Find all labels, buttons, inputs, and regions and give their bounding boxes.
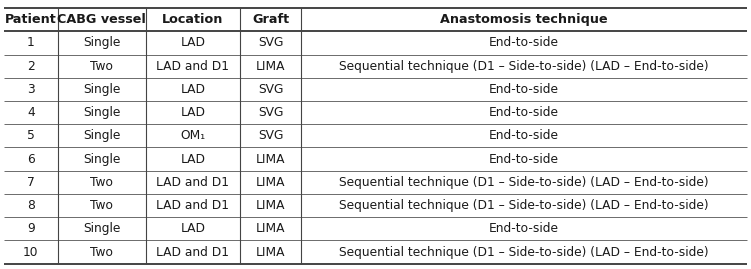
Text: LAD and D1: LAD and D1 — [156, 246, 230, 259]
Text: LIMA: LIMA — [256, 222, 285, 235]
Text: End-to-side: End-to-side — [489, 106, 559, 119]
Text: LAD and D1: LAD and D1 — [156, 176, 230, 189]
Text: LAD: LAD — [180, 106, 206, 119]
Text: Single: Single — [83, 129, 121, 142]
Text: Single: Single — [83, 36, 121, 49]
Text: CABG vessel: CABG vessel — [58, 13, 146, 26]
Text: SVG: SVG — [258, 36, 283, 49]
Text: LAD and D1: LAD and D1 — [156, 199, 230, 212]
Text: Single: Single — [83, 153, 121, 166]
Text: Two: Two — [90, 199, 113, 212]
Text: LAD: LAD — [180, 153, 206, 166]
Text: Sequential technique (D1 – Side-to-side) (LAD – End-to-side): Sequential technique (D1 – Side-to-side)… — [339, 199, 709, 212]
Text: 9: 9 — [27, 222, 35, 235]
Text: Graft: Graft — [252, 13, 289, 26]
Text: LIMA: LIMA — [256, 153, 285, 166]
Text: 1: 1 — [27, 36, 35, 49]
Text: LAD and D1: LAD and D1 — [156, 60, 230, 73]
Text: Single: Single — [83, 222, 121, 235]
Text: OM₁: OM₁ — [180, 129, 206, 142]
Text: End-to-side: End-to-side — [489, 222, 559, 235]
Text: 3: 3 — [27, 83, 35, 96]
Text: LAD: LAD — [180, 222, 206, 235]
Text: LIMA: LIMA — [256, 199, 285, 212]
Text: LAD: LAD — [180, 83, 206, 96]
Text: 2: 2 — [27, 60, 35, 73]
Text: Single: Single — [83, 83, 121, 96]
Text: Anastomosis technique: Anastomosis technique — [440, 13, 608, 26]
Text: 10: 10 — [23, 246, 38, 259]
Text: SVG: SVG — [258, 106, 283, 119]
Text: Patient: Patient — [5, 13, 57, 26]
Text: Single: Single — [83, 106, 121, 119]
Text: End-to-side: End-to-side — [489, 36, 559, 49]
Text: 6: 6 — [27, 153, 35, 166]
Text: Sequential technique (D1 – Side-to-side) (LAD – End-to-side): Sequential technique (D1 – Side-to-side)… — [339, 60, 709, 73]
Text: LIMA: LIMA — [256, 60, 285, 73]
Text: LAD: LAD — [180, 36, 206, 49]
Text: Sequential technique (D1 – Side-to-side) (LAD – End-to-side): Sequential technique (D1 – Side-to-side)… — [339, 176, 709, 189]
Text: LIMA: LIMA — [256, 246, 285, 259]
Text: Two: Two — [90, 176, 113, 189]
Text: LIMA: LIMA — [256, 176, 285, 189]
Text: SVG: SVG — [258, 129, 283, 142]
Text: Location: Location — [162, 13, 224, 26]
Text: Sequential technique (D1 – Side-to-side) (LAD – End-to-side): Sequential technique (D1 – Side-to-side)… — [339, 246, 709, 259]
Text: End-to-side: End-to-side — [489, 129, 559, 142]
Text: 7: 7 — [27, 176, 35, 189]
Text: 5: 5 — [27, 129, 35, 142]
Text: 8: 8 — [27, 199, 35, 212]
Text: SVG: SVG — [258, 83, 283, 96]
Text: Two: Two — [90, 60, 113, 73]
Text: 4: 4 — [27, 106, 35, 119]
Text: End-to-side: End-to-side — [489, 83, 559, 96]
Text: Two: Two — [90, 246, 113, 259]
Text: End-to-side: End-to-side — [489, 153, 559, 166]
